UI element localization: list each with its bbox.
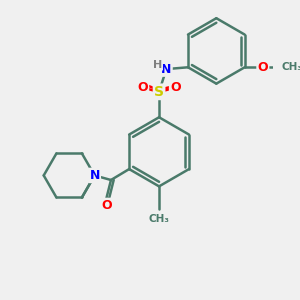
Text: S: S	[154, 85, 164, 99]
Text: N: N	[89, 169, 100, 182]
Text: CH₃: CH₃	[281, 62, 300, 72]
Text: H: H	[153, 60, 162, 70]
Text: N: N	[161, 63, 172, 76]
Text: O: O	[137, 81, 148, 94]
Text: O: O	[101, 199, 112, 212]
Text: O: O	[257, 61, 268, 74]
Text: CH₃: CH₃	[148, 214, 170, 224]
Text: O: O	[170, 81, 181, 94]
